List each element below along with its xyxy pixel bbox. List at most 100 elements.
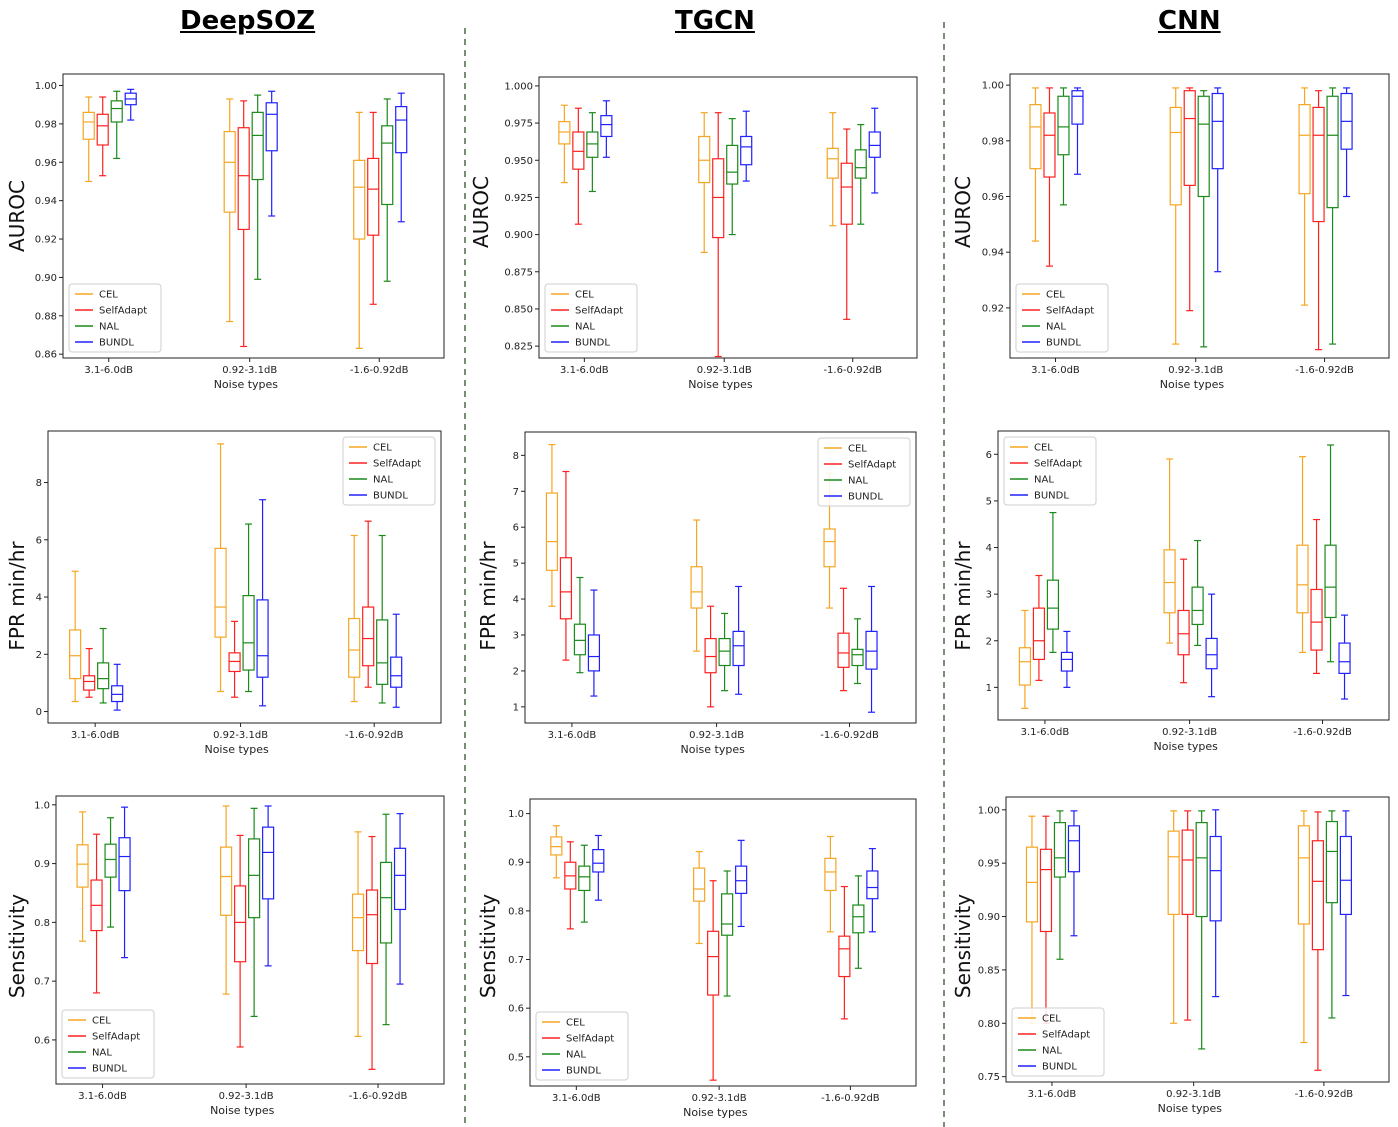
tgcn-fpr-box-bundl-2 <box>732 630 745 667</box>
deepsoz-auroc-ytick-label: 0.96 <box>35 158 57 169</box>
deepsoz-auroc-box-nal-3 <box>381 125 394 206</box>
cnn-auroc-box-nal-3 <box>1326 95 1339 209</box>
tgcn-sensitivity-yaxis-label: Sensitivity <box>476 894 500 998</box>
cnn-auroc-box-cel-3 <box>1298 104 1311 195</box>
deepsoz-fpr-xtick-label: 0.92-3.1dB <box>213 730 268 741</box>
column-title-tgcn: TGCN <box>675 6 755 36</box>
cnn-sensitivity-box-bundl-2 <box>1209 835 1222 922</box>
deepsoz-auroc-ytick-label: 0.86 <box>35 350 57 361</box>
deepsoz-auroc-ytick-label: 0.92 <box>35 235 57 246</box>
deepsoz-sensitivity-xaxis-label: Noise types <box>210 1104 275 1117</box>
tgcn-auroc-ytick-label: 0.925 <box>504 193 533 204</box>
deepsoz-sensitivity-yaxis-label: Sensitivity <box>5 894 29 998</box>
deepsoz-auroc-ytick-label: 0.90 <box>35 273 57 284</box>
cnn-auroc-box-selfadapt-2 <box>1183 90 1196 186</box>
cnn-sensitivity-legend-label-bundl: BUNDL <box>1042 1062 1077 1073</box>
tgcn-auroc-legend-label-selfadapt: SelfAdapt <box>575 306 623 317</box>
tgcn-auroc-box-bundl-2 <box>740 135 753 166</box>
tgcn-sensitivity-legend-label-bundl: BUNDL <box>566 1066 601 1077</box>
cnn-sensitivity-box-selfadapt-2 <box>1181 829 1194 916</box>
deepsoz-fpr-xaxis-label: Noise types <box>204 743 269 756</box>
tgcn-sensitivity-box-nal-3 <box>852 904 865 934</box>
tgcn-sensitivity-xtick-label: 3.1-6.0dB <box>552 1093 601 1104</box>
deepsoz-auroc-xaxis-label: Noise types <box>214 378 279 391</box>
deepsoz-auroc-box-selfadapt-1 <box>96 113 109 146</box>
tgcn-sensitivity-box-nal-2 <box>721 893 734 936</box>
cnn-sensitivity-box-nal-3 <box>1325 820 1338 904</box>
tgcn-fpr-xtick-label: 3.1-6.0dB <box>548 730 597 741</box>
tgcn-auroc-plot-frame <box>538 76 918 359</box>
tgcn-fpr-box-bundl-1 <box>587 634 601 672</box>
cnn-auroc-box-bundl-1 <box>1071 90 1084 125</box>
cnn-fpr-box-cel-1 <box>1018 647 1032 686</box>
cnn-fpr-box-cel-2 <box>1163 549 1176 614</box>
deepsoz-auroc-box-nal-1 <box>110 100 123 123</box>
cnn-fpr-ytick-label: 2 <box>986 636 992 647</box>
tgcn-auroc-box-selfadapt-2 <box>712 158 725 239</box>
deepsoz-auroc-plot-frame <box>62 73 445 359</box>
deepsoz-sensitivity-box-bundl-2 <box>262 826 275 900</box>
tgcn-sensitivity-box-cel-1 <box>550 836 563 856</box>
tgcn-sensitivity-plot-frame <box>529 798 917 1087</box>
cnn-sensitivity-ytick-label: 0.90 <box>978 912 1000 923</box>
tgcn-auroc-ytick-label: 0.875 <box>504 267 533 278</box>
cnn-sensitivity-box-bundl-1 <box>1067 825 1081 873</box>
deepsoz-auroc-ytick-label: 0.98 <box>35 119 57 130</box>
tgcn-fpr-legend-label-nal: NAL <box>848 476 868 487</box>
deepsoz-fpr-box-cel-1 <box>69 629 82 680</box>
tgcn-sensitivity-box-nal-1 <box>578 865 591 892</box>
cnn-fpr-legend-label-cel: CEL <box>1034 443 1053 454</box>
deepsoz-auroc-ytick-label: 1.00 <box>35 81 57 92</box>
tgcn-auroc-box-bundl-1 <box>600 115 613 138</box>
deepsoz-fpr-legend-label-selfadapt: SelfAdapt <box>373 459 421 470</box>
cnn-sensitivity-xtick-label: -1.6-0.92dB <box>1295 1089 1354 1100</box>
deepsoz-sensitivity-box-nal-1 <box>104 843 117 878</box>
deepsoz-fpr-legend-label-cel: CEL <box>373 443 392 454</box>
cnn-fpr-xtick-label: 3.1-6.0dB <box>1021 727 1070 738</box>
tgcn-auroc-ytick-label: 0.850 <box>504 304 533 315</box>
deepsoz-sensitivity-xtick-label: 3.1-6.0dB <box>78 1091 127 1102</box>
tgcn-fpr-ytick-label: 3 <box>513 630 519 641</box>
deepsoz-auroc-xtick-label: 0.92-3.1dB <box>222 365 277 376</box>
tgcn-auroc-box-nal-2 <box>726 144 739 185</box>
tgcn-auroc-legend-label-bundl: BUNDL <box>575 338 610 349</box>
deepsoz-fpr-ytick-label: 6 <box>36 535 42 546</box>
tgcn-fpr-ytick-label: 4 <box>513 595 519 606</box>
deepsoz-fpr-box-cel-3 <box>348 617 361 678</box>
tgcn-fpr-box-bundl-3 <box>865 630 878 670</box>
tgcn-fpr-legend <box>817 437 911 507</box>
cnn-sensitivity-box-bundl-3 <box>1339 835 1352 916</box>
deepsoz-auroc-box-cel-1 <box>82 111 95 140</box>
cnn-fpr-legend-label-selfadapt: SelfAdapt <box>1034 459 1082 470</box>
tgcn-sensitivity-box-bundl-3 <box>866 870 879 900</box>
cnn-fpr-ytick-label: 1 <box>986 683 992 694</box>
cnn-auroc-legend-label-selfadapt: SelfAdapt <box>1046 306 1094 317</box>
cnn-fpr-box-bundl-1 <box>1060 651 1074 672</box>
deepsoz-fpr-box-nal-2 <box>242 595 255 671</box>
cnn-sensitivity-xtick-label: 3.1-6.0dB <box>1028 1089 1077 1100</box>
deepsoz-auroc-legend <box>68 283 162 353</box>
deepsoz-sensitivity-plot-frame <box>55 795 445 1085</box>
deepsoz-fpr-legend <box>342 436 436 506</box>
deepsoz-auroc-legend-label-cel: CEL <box>99 290 118 301</box>
cnn-sensitivity-xaxis-label: Noise types <box>1158 1102 1223 1115</box>
cnn-fpr-legend-label-bundl: BUNDL <box>1034 491 1069 502</box>
tgcn-auroc-box-cel-1 <box>558 121 571 145</box>
cnn-auroc-box-cel-2 <box>1169 106 1182 206</box>
tgcn-fpr-box-selfadapt-3 <box>837 632 850 668</box>
cnn-sensitivity-legend-label-selfadapt: SelfAdapt <box>1042 1030 1090 1041</box>
tgcn-auroc-box-cel-2 <box>698 135 711 184</box>
tgcn-sensitivity-ytick-label: 0.6 <box>508 1004 524 1015</box>
tgcn-auroc-box-nal-1 <box>586 131 599 158</box>
deepsoz-fpr-xtick-label: -1.6-0.92dB <box>345 730 404 741</box>
tgcn-fpr-legend-label-bundl: BUNDL <box>848 492 883 503</box>
tgcn-sensitivity-box-cel-3 <box>824 857 837 892</box>
tgcn-auroc-ytick-label: 0.825 <box>504 342 533 353</box>
tgcn-sensitivity-xtick-label: 0.92-3.1dB <box>692 1093 747 1104</box>
tgcn-auroc-ytick-label: 0.950 <box>504 156 533 167</box>
deepsoz-fpr-plot-frame <box>47 430 442 724</box>
deepsoz-auroc-box-selfadapt-3 <box>367 157 380 236</box>
cnn-fpr-box-bundl-2 <box>1205 637 1218 670</box>
tgcn-auroc-box-nal-3 <box>854 149 867 179</box>
